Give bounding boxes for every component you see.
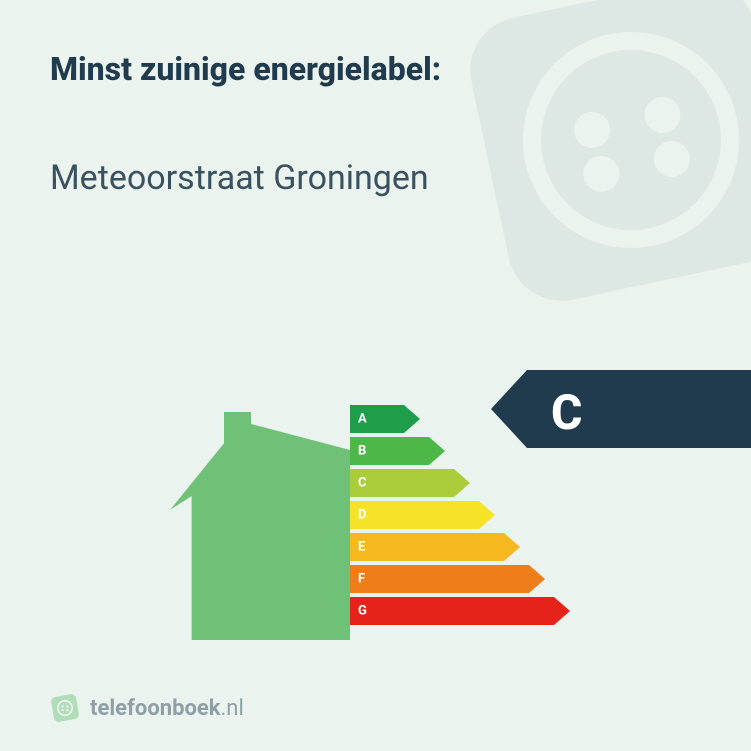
energy-bar-e: E [350, 533, 570, 561]
footer-brand-name: telefoonboek [90, 696, 221, 721]
energy-bar-f: F [350, 565, 570, 593]
energy-bar-g: G [350, 597, 570, 625]
energy-label-card: Minst zuinige energielabel: Meteoorstraa… [0, 0, 751, 751]
house-icon [170, 400, 350, 640]
energy-bar-c: C [350, 469, 570, 497]
energy-bar-d: D [350, 501, 570, 529]
footer-brand: telefoonboek.nl [90, 696, 244, 721]
footer-brand-tld: .nl [221, 696, 244, 721]
watermark-icon [418, 0, 751, 353]
footer: telefoonboek.nl [50, 693, 244, 723]
footer-logo-icon [50, 693, 80, 723]
selected-label-badge: C [491, 370, 751, 452]
selected-badge-shape [491, 370, 751, 448]
selected-label-letter: C [551, 384, 582, 441]
